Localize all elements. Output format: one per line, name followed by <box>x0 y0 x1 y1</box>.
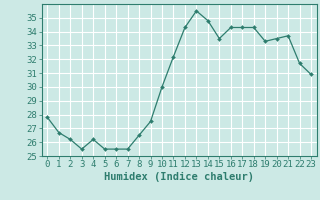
X-axis label: Humidex (Indice chaleur): Humidex (Indice chaleur) <box>104 172 254 182</box>
